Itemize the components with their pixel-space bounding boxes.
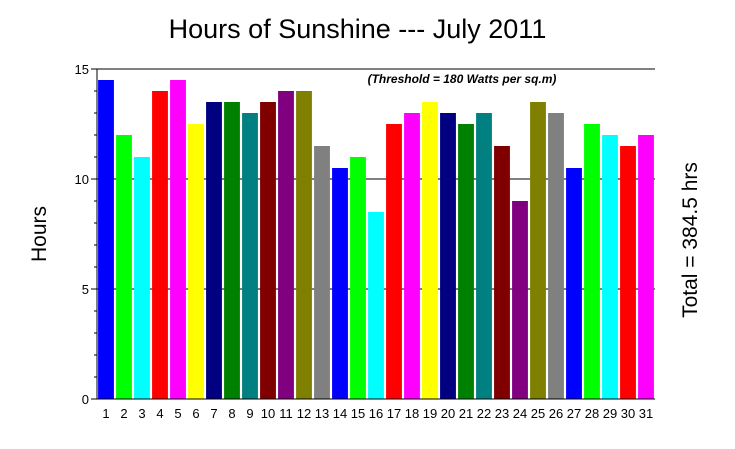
bar-day-2 bbox=[116, 135, 132, 399]
bar-day-4 bbox=[152, 91, 168, 399]
bar-day-22 bbox=[476, 113, 492, 399]
x-tick-label-3: 3 bbox=[138, 406, 145, 421]
x-tick-label-16: 16 bbox=[369, 406, 383, 421]
bar-day-23 bbox=[494, 146, 510, 399]
bar-day-29 bbox=[602, 135, 618, 399]
bar-day-21 bbox=[458, 124, 474, 399]
x-tick-label-7: 7 bbox=[210, 406, 217, 421]
bar-day-3 bbox=[134, 157, 150, 399]
bar-day-25 bbox=[530, 102, 546, 399]
x-tick-label-27: 27 bbox=[567, 406, 581, 421]
x-tick-label-6: 6 bbox=[192, 406, 199, 421]
x-tick-label-24: 24 bbox=[513, 406, 527, 421]
x-tick-label-10: 10 bbox=[261, 406, 275, 421]
bar-day-12 bbox=[296, 91, 312, 399]
x-tick-labels: 1 2 3 4 5 6 7 8 9 10 11 12 13 14 15 16 17 18 19 20 21 22 23 24 2… bbox=[102, 406, 653, 421]
x-tick-label-13: 13 bbox=[315, 406, 329, 421]
x-tick-label-11: 11 bbox=[279, 406, 293, 421]
chart-title: Hours of Sunshine --- July 2011 bbox=[168, 14, 547, 44]
bar-day-11 bbox=[278, 91, 294, 399]
bar-day-28 bbox=[584, 124, 600, 399]
bar-day-6 bbox=[188, 124, 204, 399]
bar-day-30 bbox=[620, 146, 636, 399]
bar-day-26 bbox=[548, 113, 564, 399]
total-label: Total = 384.5 hrs bbox=[679, 162, 702, 318]
x-tick-label-5: 5 bbox=[174, 406, 181, 421]
y-tick-label-5: 5 bbox=[82, 282, 89, 297]
y-tick-label-15: 15 bbox=[75, 62, 89, 77]
x-tick-label-25: 25 bbox=[531, 406, 545, 421]
x-tick-label-31: 31 bbox=[639, 406, 653, 421]
bar-day-27 bbox=[566, 168, 582, 399]
x-tick-label-2: 2 bbox=[120, 406, 127, 421]
x-tick-label-19: 19 bbox=[423, 406, 437, 421]
bar-day-13 bbox=[314, 146, 330, 399]
x-tick-label-9: 9 bbox=[246, 406, 253, 421]
y-tick-labels: 0 5 10 15 bbox=[75, 62, 89, 407]
bar-day-15 bbox=[350, 157, 366, 399]
axes bbox=[91, 68, 655, 400]
bar-day-14 bbox=[332, 168, 348, 399]
x-tick-label-15: 15 bbox=[351, 406, 365, 421]
x-tick-label-17: 17 bbox=[387, 406, 401, 421]
x-tick-label-14: 14 bbox=[333, 406, 347, 421]
x-tick-label-23: 23 bbox=[495, 406, 509, 421]
y-axis-label: Hours bbox=[28, 206, 51, 262]
y-tick-label-10: 10 bbox=[75, 172, 89, 187]
x-tick-label-26: 26 bbox=[549, 406, 563, 421]
bar-day-17 bbox=[386, 124, 402, 399]
x-tick-label-8: 8 bbox=[228, 406, 235, 421]
bar-day-20 bbox=[440, 113, 456, 399]
x-tick-label-28: 28 bbox=[585, 406, 599, 421]
bar-day-31 bbox=[638, 135, 654, 399]
x-tick-label-22: 22 bbox=[477, 406, 491, 421]
bar-day-24 bbox=[512, 201, 528, 399]
x-tick-label-29: 29 bbox=[603, 406, 617, 421]
bar-day-16 bbox=[368, 212, 384, 399]
x-tick-label-21: 21 bbox=[459, 406, 473, 421]
x-tick-label-1: 1 bbox=[102, 406, 109, 421]
bar-day-5 bbox=[170, 80, 186, 399]
bar-day-18 bbox=[404, 113, 420, 399]
x-tick-label-4: 4 bbox=[156, 406, 163, 421]
x-tick-label-20: 20 bbox=[441, 406, 455, 421]
x-tick-label-12: 12 bbox=[297, 406, 311, 421]
bar-day-19 bbox=[422, 102, 438, 399]
bar-day-10 bbox=[260, 102, 276, 399]
bar-day-1 bbox=[98, 80, 114, 399]
threshold-annotation: (Threshold = 180 Watts per sq.m) bbox=[368, 72, 557, 86]
bars bbox=[98, 80, 654, 399]
x-tick-label-30: 30 bbox=[621, 406, 635, 421]
y-tick-label-0: 0 bbox=[82, 392, 89, 407]
bar-day-7 bbox=[206, 102, 222, 399]
x-tick-label-18: 18 bbox=[405, 406, 419, 421]
bar-day-9 bbox=[242, 113, 258, 399]
bar-day-8 bbox=[224, 102, 240, 399]
